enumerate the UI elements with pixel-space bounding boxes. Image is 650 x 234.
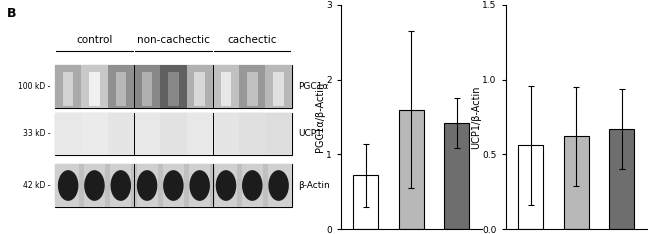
Text: β-Actin: β-Actin	[298, 181, 330, 190]
Ellipse shape	[268, 170, 289, 201]
Bar	[55, 164, 292, 207]
Ellipse shape	[136, 170, 157, 201]
Bar	[168, 72, 179, 106]
Bar	[564, 136, 589, 229]
Bar	[160, 65, 187, 108]
Bar	[131, 164, 136, 207]
Bar	[105, 164, 110, 207]
Bar	[274, 72, 284, 106]
Bar	[265, 113, 292, 155]
Bar	[194, 72, 205, 106]
Bar	[55, 113, 81, 155]
Bar	[81, 113, 108, 155]
Bar	[116, 72, 126, 106]
Text: 100 kD -: 100 kD -	[18, 82, 50, 91]
Bar	[134, 65, 160, 108]
Bar	[55, 65, 292, 108]
Bar	[213, 65, 239, 108]
Bar	[609, 129, 634, 229]
Bar	[79, 164, 84, 207]
Bar	[184, 164, 189, 207]
Bar	[221, 72, 231, 106]
Bar	[239, 113, 265, 155]
Ellipse shape	[58, 170, 79, 201]
Ellipse shape	[84, 170, 105, 201]
Bar	[237, 164, 242, 207]
Bar	[187, 113, 213, 155]
Bar	[210, 164, 215, 207]
Bar	[157, 164, 163, 207]
Bar	[213, 113, 239, 155]
Bar	[55, 164, 292, 207]
Bar	[353, 176, 378, 229]
Text: PGC1α: PGC1α	[298, 82, 328, 91]
Text: non-cachectic: non-cachectic	[137, 35, 210, 45]
Bar	[108, 65, 134, 108]
Bar	[187, 65, 213, 108]
Bar	[263, 164, 268, 207]
Bar	[55, 113, 292, 155]
Bar	[142, 72, 152, 106]
Ellipse shape	[242, 170, 263, 201]
Bar	[108, 113, 134, 155]
Y-axis label: UCP1/β-Actin: UCP1/β-Actin	[471, 85, 481, 149]
Bar	[247, 72, 257, 106]
Bar	[89, 72, 99, 106]
Bar	[444, 123, 469, 229]
Bar	[81, 65, 108, 108]
Bar	[55, 65, 81, 108]
Bar	[398, 110, 424, 229]
Bar	[160, 113, 187, 155]
Ellipse shape	[111, 170, 131, 201]
Bar	[63, 72, 73, 106]
Text: 42 kD -: 42 kD -	[23, 181, 50, 190]
Bar	[265, 65, 292, 108]
Text: 33 kD -: 33 kD -	[23, 129, 50, 138]
Ellipse shape	[163, 170, 184, 201]
Ellipse shape	[216, 170, 236, 201]
Bar	[239, 65, 265, 108]
Y-axis label: PGC1α/β-Actin: PGC1α/β-Actin	[315, 82, 324, 152]
Text: UCP1: UCP1	[298, 129, 322, 138]
Bar	[134, 113, 160, 155]
Text: B: B	[6, 7, 16, 20]
Ellipse shape	[189, 170, 210, 201]
Bar	[518, 146, 543, 229]
Text: cachectic: cachectic	[227, 35, 277, 45]
Text: control: control	[76, 35, 112, 45]
